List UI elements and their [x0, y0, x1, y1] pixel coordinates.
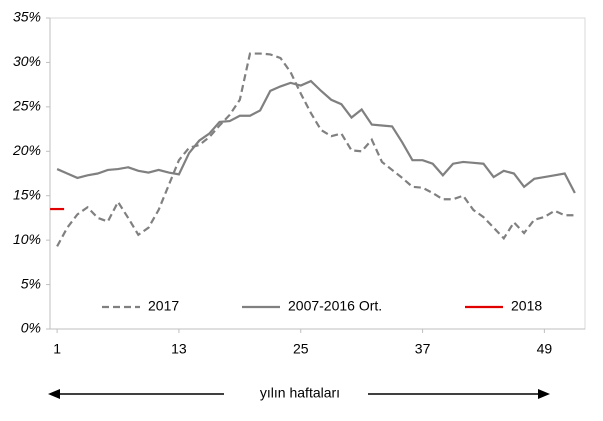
y-tick-label: 5%	[21, 275, 41, 291]
annotation: yılın haftaları	[260, 385, 340, 401]
series-line	[56, 52, 575, 247]
y-tick-label: 0%	[21, 320, 41, 336]
y-tick-label: 25%	[12, 98, 41, 114]
y-tick-label: 30%	[13, 53, 41, 69]
y-tick-label: 10%	[13, 231, 41, 247]
y-tick-label: 20%	[12, 142, 41, 158]
x-tick-label: 25	[293, 341, 309, 357]
x-tick-label: 1	[53, 341, 61, 357]
legend-label: 2018	[511, 298, 542, 314]
y-tick-label: 15%	[13, 186, 41, 202]
x-tick-label: 37	[415, 341, 431, 357]
y-tick-label: 35%	[13, 9, 41, 25]
x-tick-label: 49	[537, 341, 553, 357]
plot-frame	[49, 17, 586, 330]
legend-label: 2007-2016 Ort.	[288, 298, 382, 314]
series-line	[56, 79, 576, 194]
legend-label: 2017	[148, 298, 179, 314]
x-tick-label: 13	[171, 341, 187, 357]
arrow	[48, 389, 550, 399]
